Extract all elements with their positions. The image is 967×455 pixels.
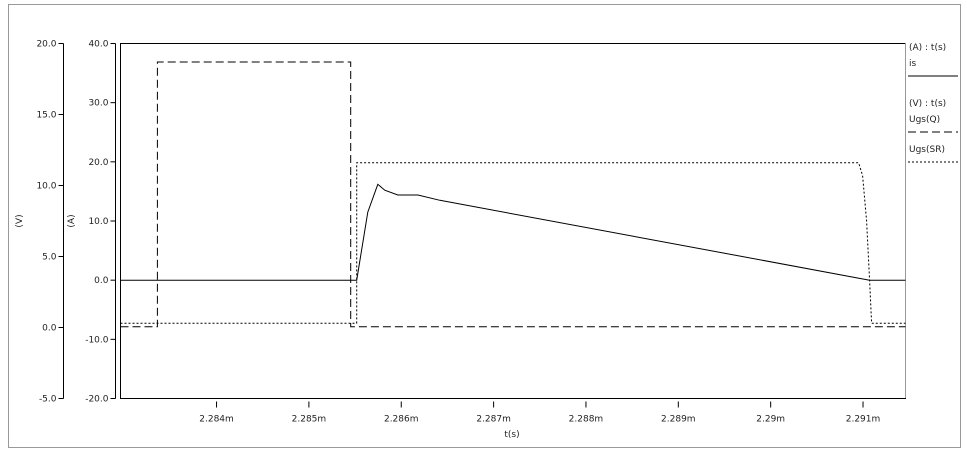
legend-group-header: (V) : t(s) (909, 99, 946, 109)
current-axis: 40.0 30.0 20.0 10.0 0.0 -10.0 -20.0 (85, 40, 116, 405)
voltage-tick-label: 0.0 (42, 324, 57, 334)
series-is (120, 183, 906, 281)
x-tick-label: 2.289m (661, 415, 696, 425)
current-tick-label: 0.0 (94, 276, 109, 286)
series-ugs-q (120, 61, 906, 328)
voltage-axis: 20.0 15.0 10.0 5.0 0.0 -5.0 (36, 40, 64, 405)
voltage-tick-label: 5.0 (42, 253, 57, 263)
current-axis-label: (A) (67, 214, 77, 227)
legend-entry-label: is (909, 59, 917, 69)
legend: (A) : t(s) is (V) : t(s) Ugs(Q) Ugs(SR) (908, 43, 958, 163)
x-tick-label: 2.284m (199, 415, 234, 425)
voltage-tick-label: 15.0 (36, 111, 56, 121)
voltage-axis-label: (V) (15, 214, 25, 227)
legend-group-header: (A) : t(s) (909, 43, 946, 53)
x-tick-label: 2.291m (846, 415, 881, 425)
current-tick-label: 30.0 (88, 99, 108, 109)
x-tick-label: 2.288m (569, 415, 604, 425)
x-axis: 2.284m 2.285m 2.286m 2.287m 2.288m 2.289m 2.29… (199, 401, 881, 425)
current-tick-label: -10.0 (85, 335, 109, 345)
current-tick-label: 10.0 (88, 217, 108, 227)
series-ugs-sr (120, 162, 906, 324)
voltage-tick-label: 10.0 (36, 182, 56, 192)
current-tick-label: 40.0 (88, 40, 108, 50)
outer-frame (8, 4, 961, 448)
current-tick-label: 20.0 (88, 158, 108, 168)
x-tick-label: 2.287m (476, 415, 511, 425)
x-tick-label: 2.29m (756, 415, 785, 425)
x-tick-label: 2.285m (292, 415, 327, 425)
x-tick-label: 2.286m (384, 415, 419, 425)
voltage-tick-label: 20.0 (36, 40, 56, 50)
legend-entry-label: Ugs(SR) (909, 145, 945, 155)
current-tick-label: -20.0 (85, 395, 109, 405)
series-group (120, 61, 906, 328)
x-axis-label: t(s) (504, 430, 519, 440)
voltage-tick-label: -5.0 (39, 395, 57, 405)
plot-area (120, 43, 906, 399)
legend-entry-label: Ugs(Q) (909, 115, 940, 125)
